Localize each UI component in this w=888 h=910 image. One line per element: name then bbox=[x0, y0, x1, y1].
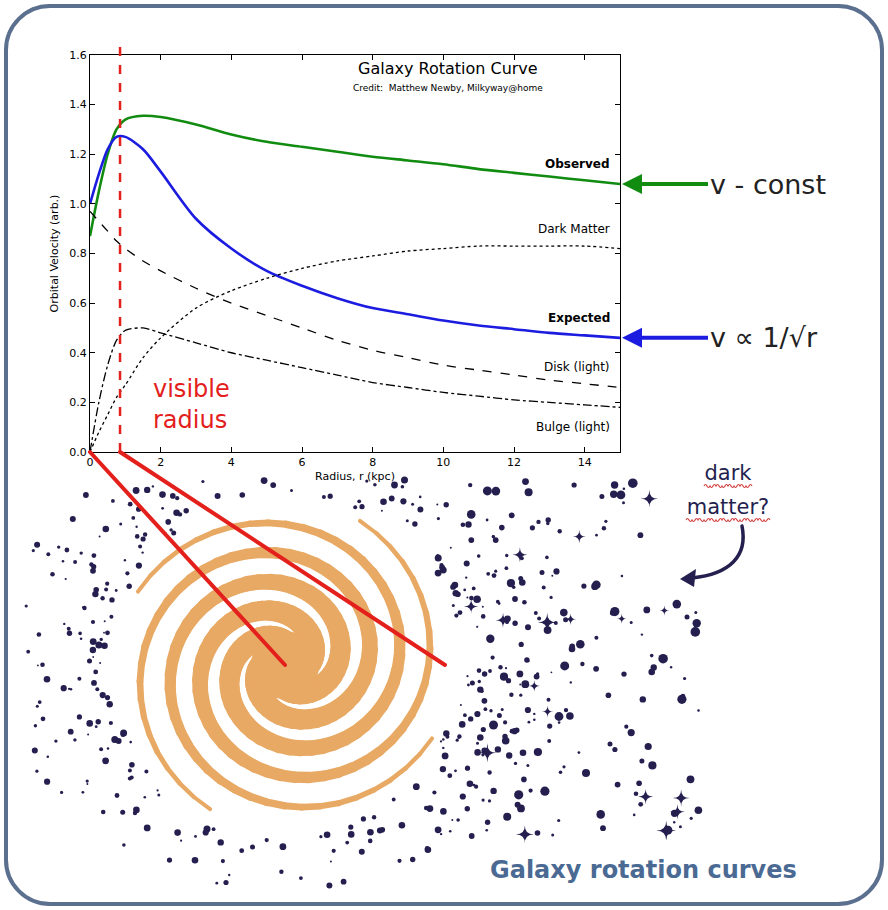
svg-text:Expected: Expected bbox=[548, 311, 610, 325]
svg-text:0.4: 0.4 bbox=[69, 347, 87, 360]
svg-text:1.0: 1.0 bbox=[69, 198, 87, 211]
svg-text:12: 12 bbox=[507, 456, 521, 469]
svg-text:14: 14 bbox=[578, 456, 592, 469]
svg-text:0.6: 0.6 bbox=[69, 297, 87, 310]
svg-text:Dark Matter: Dark Matter bbox=[538, 222, 610, 236]
svg-text:dark: dark bbox=[705, 461, 753, 485]
svg-text:1.2: 1.2 bbox=[69, 148, 87, 161]
svg-text:v ∝ 1/√r: v ∝ 1/√r bbox=[710, 322, 818, 353]
svg-text:matter?: matter? bbox=[687, 495, 770, 519]
svg-text:Orbital Velocity (arb.): Orbital Velocity (arb.) bbox=[48, 195, 61, 313]
svg-text:2: 2 bbox=[157, 456, 164, 469]
svg-text:1.4: 1.4 bbox=[69, 98, 87, 111]
svg-text:1.6: 1.6 bbox=[69, 49, 87, 62]
svg-text:Galaxy Rotation Curve: Galaxy Rotation Curve bbox=[358, 59, 538, 78]
svg-text:v - const: v - const bbox=[710, 169, 826, 200]
svg-text:Disk (light): Disk (light) bbox=[544, 360, 610, 374]
svg-text:10: 10 bbox=[436, 456, 450, 469]
svg-text:visibleradius: visibleradius bbox=[153, 375, 230, 434]
svg-text:Radius, r (kpc): Radius, r (kpc) bbox=[315, 470, 395, 483]
svg-text:Observed: Observed bbox=[545, 157, 610, 171]
svg-text:0.0: 0.0 bbox=[69, 446, 87, 459]
svg-text:0.2: 0.2 bbox=[69, 396, 87, 409]
svg-text:4: 4 bbox=[228, 456, 235, 469]
svg-text:0.8: 0.8 bbox=[69, 247, 87, 260]
svg-text:Galaxy rotation curves: Galaxy rotation curves bbox=[490, 856, 797, 884]
svg-text:0: 0 bbox=[87, 456, 94, 469]
svg-text:6: 6 bbox=[299, 456, 306, 469]
svg-text:Credit: Matthew Newby, Milkyw: Credit: Matthew Newby, Milkyway@home bbox=[353, 83, 543, 93]
svg-text:8: 8 bbox=[369, 456, 376, 469]
svg-text:Bulge (light): Bulge (light) bbox=[536, 420, 610, 434]
